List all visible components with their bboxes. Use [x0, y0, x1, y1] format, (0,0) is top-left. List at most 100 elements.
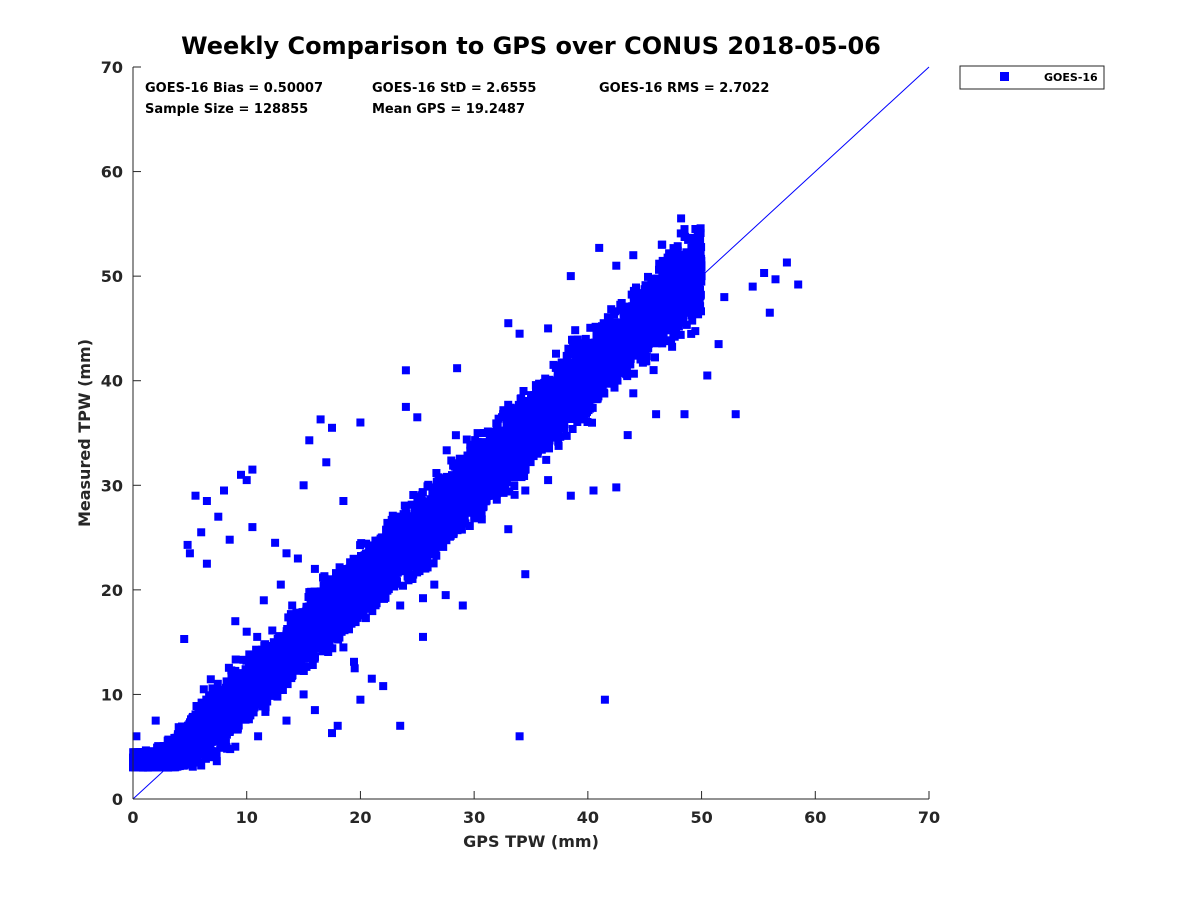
data-point: [260, 647, 268, 656]
data-point: [164, 735, 173, 744]
data-point: [257, 683, 266, 692]
data-point: [261, 700, 270, 709]
data-point: [163, 752, 171, 761]
data-point: [129, 762, 138, 771]
data-point: [253, 632, 262, 641]
data-point: [285, 639, 294, 647]
data-point: [140, 753, 149, 762]
data-point: [250, 693, 259, 702]
data-point: [257, 665, 266, 673]
data-point: [274, 682, 283, 691]
data-point: [324, 648, 333, 656]
data-point: [272, 654, 281, 663]
data-point: [240, 709, 249, 718]
data-point: [267, 690, 276, 698]
data-point: [199, 685, 208, 694]
data-point: [201, 754, 210, 763]
data-point: [261, 660, 270, 669]
data-point: [216, 694, 225, 703]
data-point: [154, 761, 162, 770]
data-point: [195, 713, 204, 722]
data-point: [135, 748, 143, 757]
data-point: [268, 626, 277, 635]
data-point: [245, 672, 254, 680]
data-point: [387, 515, 396, 524]
data-point: [273, 692, 282, 701]
data-point: [212, 757, 221, 766]
data-point: [247, 664, 256, 673]
data-point: [231, 683, 240, 692]
data-point: [394, 512, 403, 521]
data-point: [262, 689, 271, 698]
data-point: [208, 686, 217, 694]
data-point: [292, 623, 301, 632]
data-point: [180, 761, 189, 770]
data-point: [229, 714, 238, 723]
data-point: [292, 648, 301, 657]
data-point: [185, 747, 194, 756]
data-point: [172, 733, 181, 742]
data-point: [223, 703, 232, 712]
data-point: [231, 655, 240, 664]
data-point: [186, 718, 194, 727]
data-point: [198, 746, 207, 755]
data-point: [212, 726, 220, 735]
x-axis-label: GPS TPW (mm): [463, 832, 599, 851]
data-point: [210, 693, 219, 702]
data-point: [222, 714, 231, 723]
data-point: [203, 728, 212, 737]
data-point: [223, 694, 232, 703]
data-point: [221, 738, 230, 747]
data-point: [187, 742, 195, 751]
data-point: [407, 500, 416, 509]
data-point: [190, 724, 199, 733]
data-point: [229, 678, 238, 687]
data-point: [167, 762, 176, 771]
data-point: [232, 710, 241, 719]
data-point: [206, 708, 215, 717]
data-point: [213, 679, 222, 688]
data-point: [209, 698, 218, 707]
data-point: [292, 608, 301, 617]
data-point: [227, 685, 236, 694]
data-point: [282, 659, 291, 668]
data-point: [252, 645, 261, 654]
data-point: [222, 742, 231, 751]
data-point: [242, 694, 251, 702]
data-point: [249, 688, 258, 697]
data-point: [383, 518, 392, 527]
data-point: [259, 651, 268, 660]
data-point: [218, 731, 227, 740]
data-point: [224, 663, 233, 672]
data-point: [237, 680, 246, 689]
data-point: [289, 638, 298, 647]
data-point: [214, 737, 223, 746]
data-point: [443, 472, 451, 481]
data-point: [299, 667, 308, 675]
data-point: [191, 715, 200, 724]
data-point: [237, 669, 246, 678]
data-point: [143, 763, 152, 772]
data-point: [284, 613, 293, 622]
data-point: [196, 730, 205, 739]
data-point: [200, 712, 209, 721]
data-point: [262, 693, 271, 702]
data-point: [278, 665, 287, 674]
data-point: [195, 705, 204, 713]
y-axis-label: Measured TPW (mm): [75, 339, 94, 527]
data-point: [451, 431, 460, 440]
data-point: [179, 746, 188, 755]
data-point: [213, 716, 221, 725]
data-point: [225, 722, 233, 731]
data-point: [206, 715, 215, 724]
data-point: [189, 734, 198, 743]
data-point: [260, 641, 269, 650]
data-point: [368, 607, 377, 616]
data-point: [197, 698, 206, 707]
data-point: [212, 711, 221, 720]
data-point: [242, 656, 251, 665]
data-point: [181, 722, 190, 731]
data-point: [220, 723, 229, 732]
